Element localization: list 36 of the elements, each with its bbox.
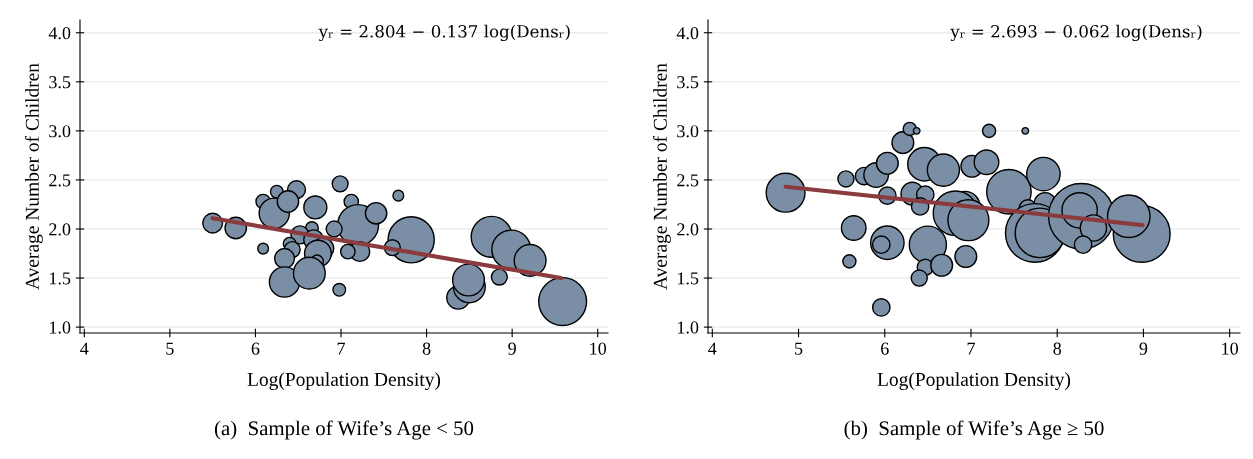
text: (a) Sample of Wife’s Age < 50 — [214, 420, 474, 440]
x-tick-label: 9 — [508, 342, 516, 355]
y-tick-label: 4.0 — [48, 27, 71, 40]
y-tick-label: 2.5 — [49, 174, 71, 187]
x-tick-label: 4 — [708, 342, 717, 355]
y-tick-label: 1.5 — [49, 272, 71, 285]
x-tick-label: 6 — [881, 342, 889, 355]
y-tick-label: 2.5 — [677, 174, 699, 187]
x-tick-label: 10 — [1222, 342, 1238, 355]
x-tick-label: 7 — [967, 342, 975, 355]
x-tick-label: 8 — [1053, 342, 1062, 355]
y-tick-label: 3.5 — [49, 76, 71, 89]
y-tick-label: 4.0 — [676, 27, 699, 40]
y-tick-label: 3.5 — [677, 76, 699, 89]
y-tick-label: 3.0 — [49, 125, 71, 138]
x-tick-label: 4 — [80, 342, 89, 355]
y-tick-label: 1.0 — [49, 321, 71, 334]
y-axis-title: Average Number of Children — [24, 63, 43, 290]
x-tick-label: 5 — [166, 342, 174, 355]
x-tick-label: 10 — [590, 342, 607, 355]
y-tick-label: 2.0 — [49, 223, 71, 236]
x-axis-title: Log(Population Density) — [877, 372, 1071, 390]
y-tick-label: 1.0 — [677, 321, 699, 334]
y-tick-label: 3.0 — [677, 125, 699, 138]
text: (b) Sample of Wife’s Age ≥ 50 — [844, 420, 1104, 440]
x-tick-label: 9 — [1139, 342, 1148, 355]
x-tick-label: 7 — [337, 342, 345, 355]
x-tick-label: 6 — [251, 342, 260, 355]
y-tick-label: 1.5 — [677, 272, 699, 285]
x-tick-label: 8 — [422, 342, 431, 355]
y-axis-title: Average Number of Children — [652, 63, 671, 290]
annotation: yᵣ = 2.804 − 0.137 log(Densᵣ) — [318, 24, 570, 42]
annotation: yᵣ = 2.693 − 0.062 log(Densᵣ) — [950, 24, 1202, 42]
y-tick-label: 2.0 — [677, 223, 699, 236]
x-axis-title: Log(Population Density) — [247, 372, 441, 390]
x-tick-label: 5 — [795, 342, 803, 355]
